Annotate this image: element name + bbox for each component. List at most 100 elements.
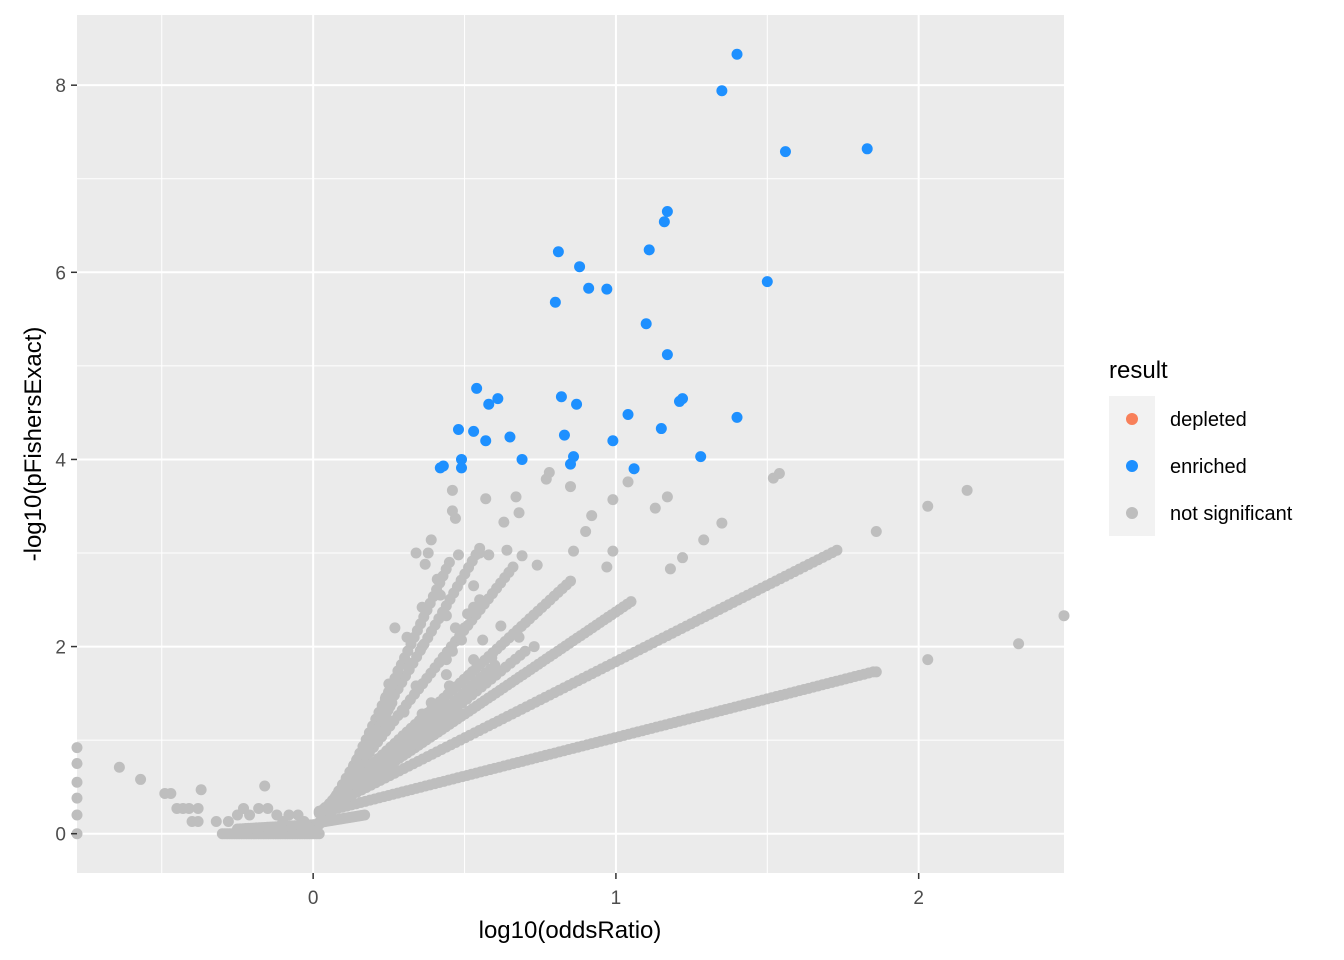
- point-not-significant: [380, 691, 392, 703]
- point-not-significant: [428, 723, 440, 735]
- point-not-significant: [425, 697, 437, 709]
- point-not-significant: [298, 816, 310, 828]
- point-not-significant: [404, 657, 416, 669]
- point-enriched: [549, 296, 561, 308]
- legend-label-enriched: enriched: [1170, 456, 1247, 478]
- point-not-significant: [568, 545, 580, 557]
- point-enriched: [492, 393, 504, 405]
- point-enriched: [607, 435, 619, 447]
- point-enriched: [552, 246, 564, 258]
- point-enriched: [661, 349, 673, 361]
- point-enriched: [731, 48, 743, 60]
- point-not-significant: [431, 573, 443, 585]
- data-points: [71, 48, 1070, 840]
- plot-panel: [77, 15, 1064, 873]
- grid-minor: [77, 15, 1064, 873]
- point-not-significant: [313, 828, 325, 840]
- y-axis-title: -log10(pFishersExact): [20, 327, 47, 562]
- point-not-significant: [422, 547, 434, 559]
- point-not-significant: [474, 594, 486, 606]
- legend-key-enriched: [1126, 460, 1138, 472]
- point-not-significant: [452, 693, 464, 705]
- point-not-significant: [192, 816, 204, 828]
- legend: result depleted enriched not significant: [1109, 357, 1293, 536]
- point-not-significant: [449, 512, 461, 524]
- point-not-significant: [443, 556, 455, 568]
- point-not-significant: [359, 809, 371, 821]
- point-not-significant: [543, 467, 555, 479]
- point-enriched: [434, 462, 446, 474]
- point-not-significant: [922, 654, 934, 666]
- point-not-significant: [416, 708, 428, 720]
- x-tick-label: 0: [308, 888, 319, 909]
- point-enriched: [622, 409, 634, 421]
- point-enriched: [483, 398, 495, 410]
- point-not-significant: [304, 823, 316, 835]
- point-not-significant: [565, 481, 576, 493]
- point-not-significant: [416, 601, 428, 613]
- point-not-significant: [513, 507, 525, 519]
- point-enriched: [456, 453, 468, 465]
- point-not-significant: [486, 652, 498, 664]
- point-enriched: [655, 423, 667, 435]
- point-enriched: [628, 463, 640, 475]
- point-not-significant: [71, 809, 83, 821]
- point-not-significant: [773, 467, 785, 479]
- point-not-significant: [498, 516, 510, 528]
- point-enriched: [716, 85, 728, 97]
- point-enriched: [658, 216, 670, 228]
- point-not-significant: [565, 575, 576, 587]
- point-not-significant: [677, 552, 689, 564]
- point-not-significant: [440, 669, 452, 681]
- y-tick-label: 6: [55, 263, 66, 284]
- point-not-significant: [253, 802, 265, 814]
- point-not-significant: [607, 494, 619, 506]
- point-enriched: [555, 391, 567, 403]
- point-not-significant: [440, 654, 452, 666]
- y-tick-label: 4: [55, 450, 66, 471]
- point-not-significant: [244, 809, 256, 821]
- point-not-significant: [607, 545, 619, 557]
- point-enriched: [574, 261, 586, 273]
- point-not-significant: [416, 641, 428, 653]
- point-enriched: [452, 423, 464, 435]
- point-not-significant: [446, 484, 458, 496]
- point-not-significant: [71, 776, 83, 788]
- point-not-significant: [192, 802, 204, 814]
- x-tick-label: 1: [611, 888, 622, 909]
- point-not-significant: [71, 758, 83, 770]
- point-enriched: [761, 276, 773, 288]
- y-tick-label: 8: [55, 76, 66, 97]
- point-enriched: [640, 318, 652, 330]
- legend-title: result: [1109, 357, 1168, 384]
- point-not-significant: [195, 784, 207, 796]
- y-tick-label: 0: [55, 825, 66, 846]
- point-enriched: [673, 395, 685, 407]
- point-not-significant: [513, 631, 525, 643]
- point-not-significant: [831, 544, 843, 556]
- point-not-significant: [468, 654, 480, 666]
- point-not-significant: [410, 547, 422, 559]
- point-not-significant: [389, 622, 401, 634]
- point-not-significant: [961, 484, 973, 496]
- point-not-significant: [210, 816, 222, 828]
- point-enriched: [661, 205, 673, 217]
- point-enriched: [558, 429, 570, 441]
- point-not-significant: [392, 665, 404, 677]
- legend-key-not-significant: [1126, 507, 1138, 519]
- point-not-significant: [477, 634, 489, 646]
- point-not-significant: [468, 601, 480, 613]
- point-enriched: [643, 244, 655, 256]
- point-not-significant: [870, 666, 882, 678]
- point-not-significant: [501, 544, 513, 556]
- x-axis: 0 1 2: [308, 873, 924, 909]
- point-enriched: [583, 282, 595, 294]
- point-not-significant: [1013, 638, 1025, 650]
- point-enriched: [456, 462, 468, 474]
- point-not-significant: [259, 780, 271, 792]
- point-not-significant: [449, 622, 461, 634]
- point-enriched: [568, 451, 580, 463]
- point-not-significant: [434, 589, 446, 601]
- point-not-significant: [716, 517, 728, 529]
- point-not-significant: [443, 680, 455, 692]
